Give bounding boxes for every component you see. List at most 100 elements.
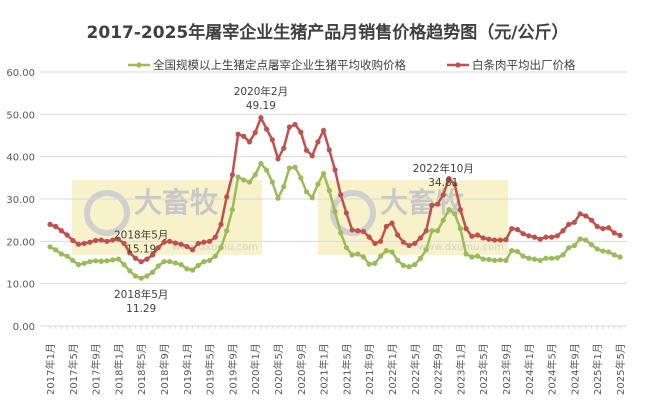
data-point: [343, 210, 349, 216]
data-point: [292, 121, 298, 128]
data-point: [98, 237, 104, 243]
data-point: [480, 235, 486, 241]
annotation-label: 2022年10月: [413, 162, 474, 175]
data-point: [298, 129, 304, 135]
data-point: [207, 238, 213, 244]
data-point: [400, 239, 406, 245]
data-point: [104, 238, 110, 244]
data-point: [440, 192, 446, 198]
data-point: [93, 258, 99, 264]
data-point: [224, 228, 230, 234]
data-point: [383, 223, 389, 230]
x-tick-label: 2024年1月: [523, 343, 536, 395]
data-point: [53, 223, 59, 230]
data-point: [292, 164, 298, 170]
data-point: [132, 255, 139, 261]
data-point: [503, 257, 509, 263]
data-point: [395, 232, 401, 238]
data-point: [400, 262, 406, 269]
data-point: [338, 230, 344, 236]
data-point: [235, 131, 241, 137]
data-point: [303, 189, 310, 195]
data-point: [531, 234, 538, 240]
data-point: [417, 235, 424, 241]
data-point: [600, 226, 606, 232]
data-point: [463, 226, 469, 232]
data-point: [606, 225, 612, 231]
data-point: [606, 249, 612, 255]
data-point: [241, 177, 247, 183]
chart-title: 2017-2025年屠宰企业生猪产品月销售价格趋势图（元/公斤）: [86, 23, 569, 43]
data-point: [583, 237, 589, 243]
data-point: [588, 217, 595, 223]
data-point: [588, 242, 595, 248]
data-point: [446, 176, 452, 182]
y-tick-label: 20.00: [6, 237, 35, 248]
data-point: [315, 181, 321, 187]
data-point: [429, 228, 435, 234]
annotation-label: 2018年5月: [114, 229, 168, 242]
data-point: [252, 172, 258, 178]
data-point: [172, 260, 178, 266]
data-point: [492, 237, 498, 243]
data-point: [144, 273, 150, 279]
y-tick-label: 40.00: [6, 153, 35, 164]
data-point: [326, 147, 332, 153]
x-tick-label: 2019年9月: [226, 343, 239, 395]
data-point: [360, 254, 367, 260]
data-point: [474, 253, 481, 259]
data-point: [389, 220, 395, 226]
annotation-value: 34.81: [428, 177, 458, 189]
data-point: [423, 247, 429, 253]
data-point: [486, 236, 492, 242]
x-tick-label: 2022年9月: [432, 343, 445, 395]
data-point: [531, 256, 538, 262]
annotation-label: 2020年2月: [234, 85, 288, 98]
x-tick-label: 2020年9月: [295, 343, 308, 395]
data-point: [229, 172, 235, 178]
data-point: [412, 262, 418, 268]
x-tick-label: 2024年5月: [546, 343, 559, 395]
y-tick-label: 10.00: [6, 280, 35, 291]
data-point: [537, 236, 543, 242]
data-point: [286, 165, 292, 171]
x-tick-label: 2019年1月: [181, 343, 194, 395]
x-tick-label: 2022年1月: [386, 343, 399, 395]
data-point: [138, 275, 144, 281]
data-point: [269, 179, 275, 185]
data-point: [229, 206, 235, 213]
data-point: [246, 179, 253, 185]
data-point: [349, 252, 355, 258]
data-point: [115, 236, 121, 242]
data-point: [309, 153, 315, 159]
data-point: [326, 187, 332, 194]
watermark-url: www.dxumu.com: [418, 242, 504, 253]
data-point: [58, 228, 64, 234]
data-point: [298, 175, 304, 181]
x-tick-label: 2021年5月: [340, 343, 353, 395]
data-point: [452, 181, 458, 187]
data-point: [349, 227, 355, 233]
data-point: [611, 252, 617, 258]
data-point: [275, 195, 281, 201]
data-point: [406, 264, 412, 270]
data-point: [378, 253, 384, 259]
data-point: [64, 253, 70, 259]
data-point: [497, 237, 503, 243]
data-point: [127, 268, 133, 274]
annotation-value: 11.29: [126, 303, 156, 315]
data-point: [110, 257, 116, 263]
data-point: [47, 244, 53, 250]
y-tick-label: 50.00: [6, 110, 35, 121]
data-point: [560, 228, 566, 234]
data-point: [58, 251, 64, 257]
data-point: [571, 242, 578, 249]
x-tick-label: 2021年9月: [363, 343, 376, 395]
data-point: [218, 245, 224, 251]
data-point: [429, 202, 435, 208]
data-point: [577, 211, 583, 217]
data-point: [207, 257, 213, 263]
data-point: [281, 184, 287, 190]
data-point: [121, 262, 127, 268]
data-point: [321, 171, 327, 177]
